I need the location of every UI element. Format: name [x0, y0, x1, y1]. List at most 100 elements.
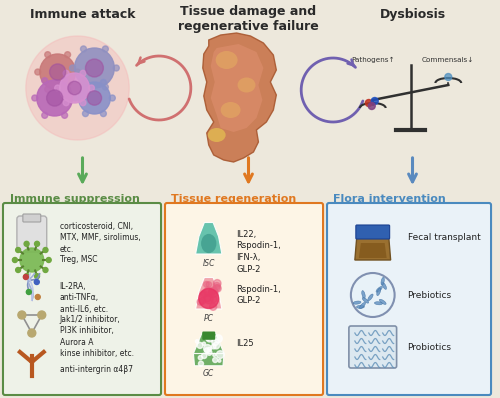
- Text: Immune suppression: Immune suppression: [10, 194, 140, 204]
- Ellipse shape: [377, 288, 380, 296]
- Text: Jak1/2 inhibitor,
PI3K inhibitor,
Aurora A
kinse inhibitor, etc.: Jak1/2 inhibitor, PI3K inhibitor, Aurora…: [60, 315, 134, 358]
- Circle shape: [34, 279, 40, 285]
- Circle shape: [46, 258, 51, 263]
- Ellipse shape: [374, 302, 382, 305]
- Circle shape: [44, 86, 51, 92]
- Circle shape: [213, 342, 220, 349]
- Circle shape: [63, 100, 69, 106]
- Polygon shape: [210, 44, 264, 132]
- Circle shape: [204, 345, 212, 353]
- Circle shape: [445, 74, 452, 80]
- Text: IL-2RA,
anti-TNFα,
anti-IL6, etc.: IL-2RA, anti-TNFα, anti-IL6, etc.: [60, 282, 108, 314]
- Circle shape: [86, 59, 103, 77]
- Text: Probiotics: Probiotics: [408, 343, 452, 353]
- Circle shape: [32, 95, 38, 101]
- Circle shape: [26, 289, 32, 295]
- Circle shape: [60, 73, 90, 103]
- Circle shape: [34, 241, 40, 246]
- Text: Dysbiosis: Dysbiosis: [380, 8, 446, 21]
- Circle shape: [206, 337, 210, 340]
- Circle shape: [102, 46, 108, 52]
- Circle shape: [43, 267, 48, 273]
- Circle shape: [212, 357, 218, 363]
- Circle shape: [74, 69, 80, 75]
- Circle shape: [100, 80, 106, 86]
- Text: Immune attack: Immune attack: [30, 8, 136, 21]
- Ellipse shape: [376, 287, 382, 292]
- Ellipse shape: [381, 277, 384, 285]
- Ellipse shape: [356, 305, 364, 308]
- Circle shape: [198, 355, 202, 360]
- Circle shape: [214, 285, 220, 291]
- Text: Flora intervention: Flora intervention: [333, 194, 446, 204]
- Circle shape: [80, 46, 86, 52]
- FancyBboxPatch shape: [3, 203, 161, 395]
- Ellipse shape: [368, 294, 373, 301]
- Circle shape: [38, 311, 46, 319]
- Circle shape: [72, 95, 78, 101]
- Polygon shape: [359, 243, 386, 258]
- Circle shape: [37, 80, 72, 116]
- Ellipse shape: [353, 301, 361, 304]
- Circle shape: [208, 288, 218, 298]
- Circle shape: [114, 65, 119, 71]
- Circle shape: [200, 292, 206, 298]
- Text: Tissue regeneration: Tissue regeneration: [171, 194, 296, 204]
- Polygon shape: [196, 222, 222, 254]
- Circle shape: [206, 350, 212, 355]
- Circle shape: [214, 335, 222, 343]
- Circle shape: [366, 100, 372, 107]
- Circle shape: [64, 52, 70, 58]
- Circle shape: [54, 85, 60, 91]
- Circle shape: [199, 289, 218, 308]
- Circle shape: [78, 82, 110, 114]
- Circle shape: [80, 70, 86, 76]
- Circle shape: [80, 84, 86, 90]
- Ellipse shape: [360, 302, 366, 308]
- Circle shape: [208, 347, 211, 351]
- Polygon shape: [196, 277, 222, 309]
- Circle shape: [44, 52, 51, 58]
- Circle shape: [36, 295, 41, 300]
- FancyBboxPatch shape: [327, 203, 491, 395]
- Ellipse shape: [208, 128, 226, 142]
- Circle shape: [212, 339, 218, 345]
- Circle shape: [68, 81, 82, 95]
- Circle shape: [206, 334, 214, 342]
- Circle shape: [208, 289, 215, 295]
- Text: Rspodin-1,
GLP-2: Rspodin-1, GLP-2: [236, 285, 282, 305]
- Circle shape: [210, 303, 216, 310]
- FancyBboxPatch shape: [165, 203, 323, 395]
- Circle shape: [28, 329, 36, 337]
- Circle shape: [368, 103, 375, 109]
- Polygon shape: [194, 332, 224, 353]
- FancyBboxPatch shape: [17, 216, 46, 252]
- Text: Tissue damage and
regenerative failure: Tissue damage and regenerative failure: [178, 5, 319, 33]
- FancyBboxPatch shape: [23, 214, 41, 222]
- Circle shape: [20, 248, 44, 272]
- Circle shape: [26, 36, 129, 140]
- Circle shape: [210, 287, 218, 294]
- Text: GC: GC: [203, 369, 214, 378]
- Ellipse shape: [380, 299, 386, 304]
- Circle shape: [46, 90, 62, 106]
- Circle shape: [24, 275, 28, 279]
- Ellipse shape: [362, 298, 368, 303]
- Circle shape: [62, 112, 68, 118]
- Circle shape: [204, 295, 213, 304]
- Circle shape: [196, 339, 199, 343]
- Circle shape: [43, 248, 48, 252]
- Circle shape: [197, 298, 203, 305]
- Circle shape: [102, 84, 108, 90]
- Circle shape: [110, 95, 116, 101]
- Text: Prebiotics: Prebiotics: [408, 291, 452, 300]
- Circle shape: [42, 78, 48, 84]
- Circle shape: [70, 65, 75, 71]
- Polygon shape: [355, 236, 390, 260]
- FancyBboxPatch shape: [356, 225, 390, 239]
- Circle shape: [42, 112, 48, 118]
- Text: Treg, MSC: Treg, MSC: [60, 255, 97, 264]
- Circle shape: [214, 279, 221, 287]
- FancyBboxPatch shape: [202, 332, 215, 340]
- Circle shape: [50, 64, 66, 80]
